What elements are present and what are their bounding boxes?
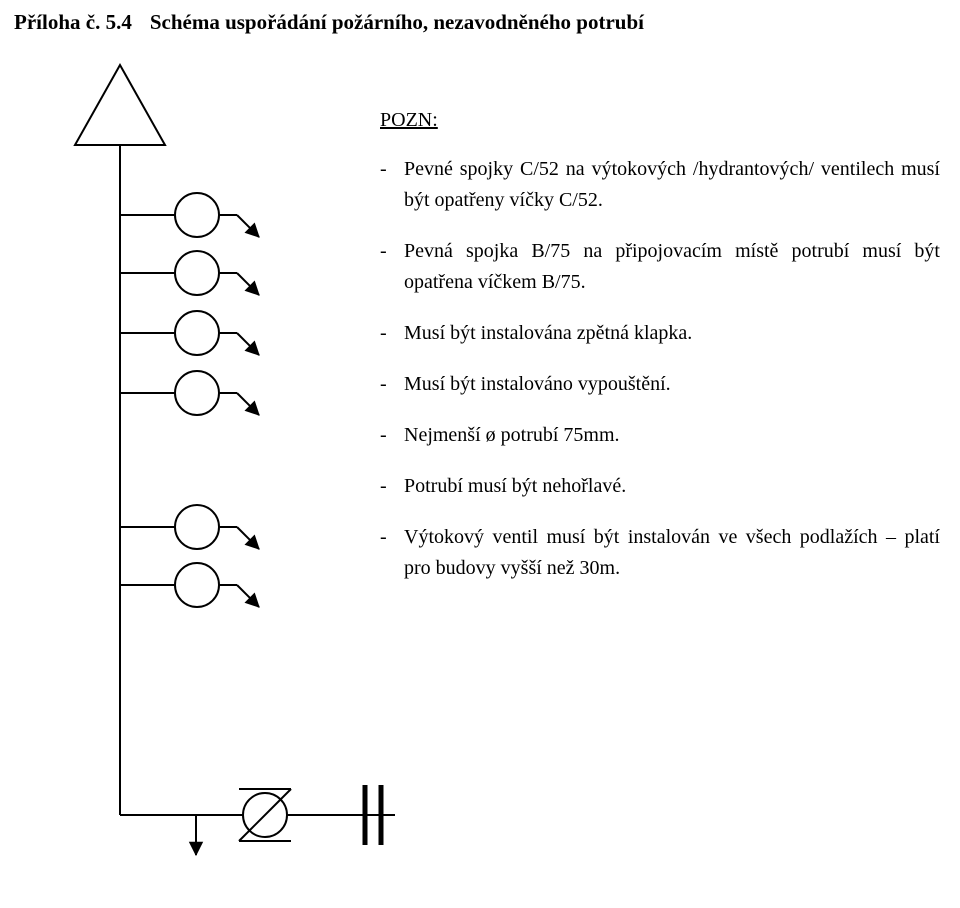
note-item: - Musí být instalováno vypouštění. (380, 369, 940, 400)
notes-block: POZN: - Pevné spojky C/52 na výtokových … (380, 105, 940, 604)
page-heading: Příloha č. 5.4 Schéma uspořádání požárníh… (14, 10, 920, 35)
note-text: Výtokový ventil musí být instalován ve v… (404, 522, 940, 584)
heading-prefix: Příloha č. 5.4 (14, 10, 132, 34)
pipe-schematic (0, 55, 420, 905)
note-item: - Pevné spojky C/52 na výtokových /hydra… (380, 154, 940, 216)
note-item: - Musí být instalována zpětná klapka. (380, 318, 940, 349)
note-item: - Výtokový ventil musí být instalován ve… (380, 522, 940, 584)
note-item: - Nejmenší ø potrubí 75mm. (380, 420, 940, 451)
note-text: Pevné spojky C/52 na výtokových /hydrant… (404, 154, 940, 216)
note-item: - Pevná spojka B/75 na připojovacím míst… (380, 236, 940, 298)
note-text: Musí být instalována zpětná klapka. (404, 318, 940, 349)
heading-title: Schéma uspořádání požárního, nezavodněné… (150, 10, 644, 34)
note-text: Nejmenší ø potrubí 75mm. (404, 420, 940, 451)
note-item: - Potrubí musí být nehořlavé. (380, 471, 940, 502)
note-text: Musí být instalováno vypouštění. (404, 369, 940, 400)
note-text: Pevná spojka B/75 na připojovacím místě … (404, 236, 940, 298)
notes-label: POZN: (380, 105, 940, 136)
note-text: Potrubí musí být nehořlavé. (404, 471, 940, 502)
